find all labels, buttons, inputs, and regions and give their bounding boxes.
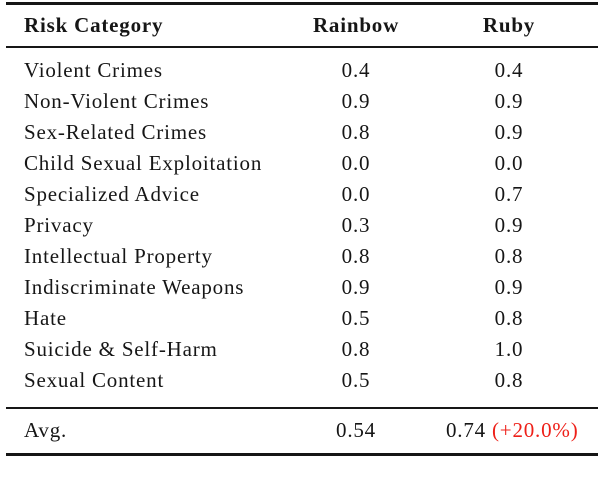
table-header-row: Risk Category Rainbow Ruby <box>6 5 598 46</box>
risk-category-cell: Sex-Related Crimes <box>24 120 207 144</box>
table-row: Intellectual Property 0.8 0.8 <box>6 241 598 272</box>
rainbow-value-cell: 0.9 <box>341 275 371 299</box>
table-row: Non-Violent Crimes 0.9 0.9 <box>6 86 598 117</box>
ruby-value-cell: 0.7 <box>494 182 524 206</box>
rainbow-value-cell: 0.9 <box>341 89 371 113</box>
column-header-ruby: Ruby <box>482 13 536 37</box>
table-row: Specialized Advice 0.0 0.7 <box>6 179 598 210</box>
risk-category-cell: Sexual Content <box>24 368 165 392</box>
ruby-value-cell: 1.0 <box>494 337 524 361</box>
table-bottom-rule <box>6 452 598 456</box>
ruby-value-cell: 0.9 <box>494 120 524 144</box>
table-row: Hate 0.5 0.8 <box>6 303 598 334</box>
avg-rainbow-value: 0.54 <box>336 418 376 442</box>
risk-category-cell: Child Sexual Exploitation <box>24 151 263 175</box>
rainbow-value-cell: 0.3 <box>341 213 371 237</box>
rainbow-value-cell: 0.8 <box>341 244 371 268</box>
ruby-value-cell: 0.8 <box>494 306 524 330</box>
table-row: Sexual Content 0.5 0.8 <box>6 365 598 396</box>
rainbow-value-cell: 0.4 <box>341 58 371 82</box>
table-footer-row: Avg. 0.54 0.74 (+20.0%) <box>6 409 598 453</box>
ruby-value-cell: 0.9 <box>494 275 524 299</box>
rainbow-value-cell: 0.5 <box>341 306 371 330</box>
table-row: Suicide & Self-Harm 0.8 1.0 <box>6 334 598 365</box>
ruby-value-cell: 0.4 <box>494 58 524 82</box>
risk-category-cell: Violent Crimes <box>24 58 163 82</box>
risk-category-cell: Indiscriminate Weapons <box>24 275 245 299</box>
avg-ruby-cell: 0.74 (+20.0%) <box>446 418 578 443</box>
avg-ruby-delta: (+20.0%) <box>492 418 579 442</box>
risk-category-cell: Privacy <box>24 213 94 237</box>
risk-category-cell: Intellectual Property <box>24 244 213 268</box>
rainbow-value-cell: 0.0 <box>341 151 371 175</box>
risk-category-cell: Specialized Advice <box>24 182 200 206</box>
rainbow-value-cell: 0.5 <box>341 368 371 392</box>
column-header-rainbow: Rainbow <box>312 13 400 37</box>
ruby-value-cell: 0.8 <box>494 368 524 392</box>
table-row: Child Sexual Exploitation 0.0 0.0 <box>6 148 598 179</box>
rainbow-value-cell: 0.8 <box>341 120 371 144</box>
table-row: Indiscriminate Weapons 0.9 0.9 <box>6 272 598 303</box>
table-body: Violent Crimes 0.4 0.4 Non-Violent Crimes 0.… <box>6 48 598 407</box>
rainbow-value-cell: 0.8 <box>341 337 371 361</box>
ruby-value-cell: 0.9 <box>494 89 524 113</box>
table-row: Privacy 0.3 0.9 <box>6 210 598 241</box>
ruby-value-cell: 0.0 <box>494 151 524 175</box>
table-footer-rule <box>6 407 598 409</box>
avg-label: Avg. <box>24 418 68 442</box>
table-row: Sex-Related Crimes 0.8 0.9 <box>6 117 598 148</box>
table-row: Violent Crimes 0.4 0.4 <box>6 55 598 86</box>
risk-category-cell: Hate <box>24 306 67 330</box>
avg-ruby-value: 0.74 <box>446 418 486 442</box>
ruby-value-cell: 0.8 <box>494 244 524 268</box>
rainbow-value-cell: 0.0 <box>341 182 371 206</box>
table-header-rule <box>6 46 598 48</box>
column-header-risk-category: Risk Category <box>24 13 164 37</box>
ruby-value-cell: 0.9 <box>494 213 524 237</box>
risk-category-table: Risk Category Rainbow Ruby Violent Crime… <box>6 0 598 456</box>
table-top-rule <box>6 2 598 5</box>
risk-category-cell: Suicide & Self-Harm <box>24 337 218 361</box>
risk-category-cell: Non-Violent Crimes <box>24 89 210 113</box>
